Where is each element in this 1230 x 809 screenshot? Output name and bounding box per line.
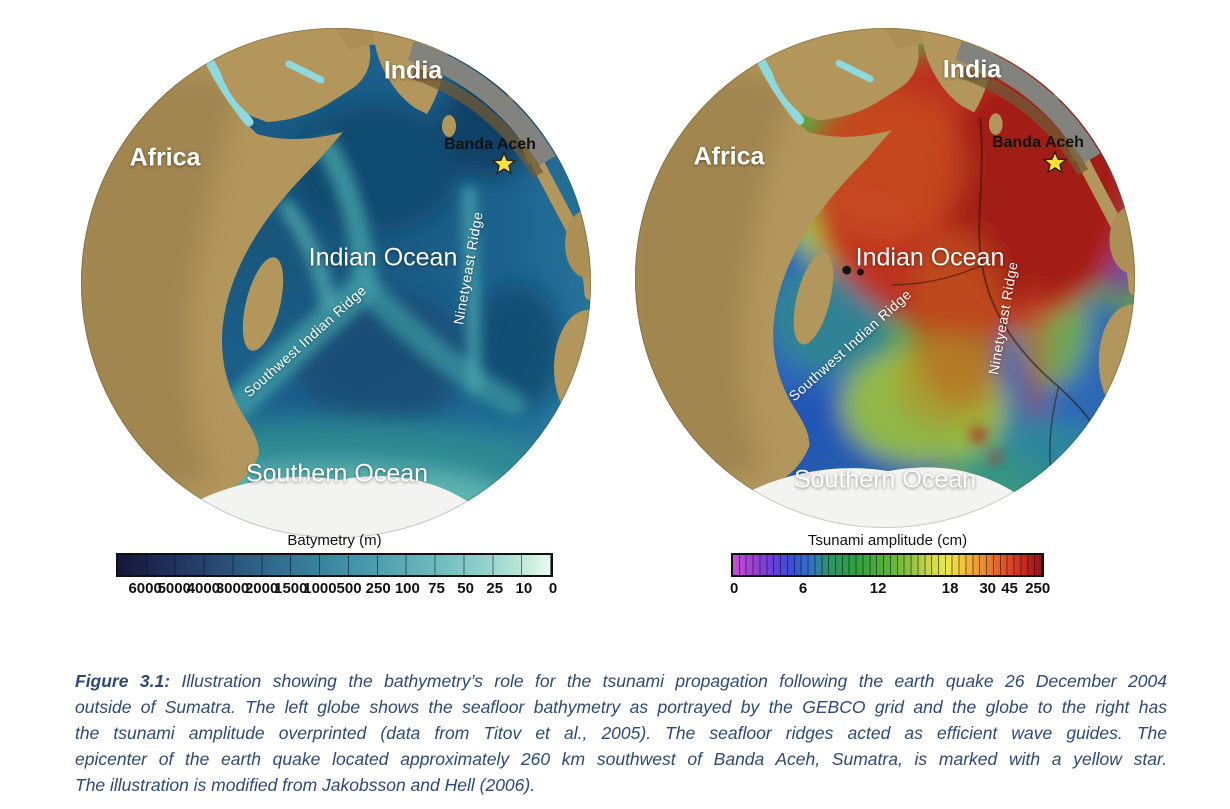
- colorbar-tick-label: 50: [457, 580, 474, 597]
- label-banda-aceh: Banda Aceh: [992, 134, 1084, 151]
- globe-tsunami: Africa India Banda Aceh Indian Ocean Nin…: [635, 28, 1135, 528]
- caption-line: the tsunami amplitude overprinted (data …: [75, 723, 1167, 743]
- colorbar-tsunami: Tsunami amplitude (cm) 0 6 12 18 30 45 250: [729, 532, 1050, 600]
- colorbar-bathymetry-scale: [116, 553, 553, 577]
- colorbar-tick-label: 500: [336, 580, 362, 597]
- caption-line: epicenter of the earth quake located app…: [75, 749, 1167, 769]
- colorbar-tick-label: 2000: [244, 580, 279, 597]
- colorbar-tick-label: 45: [1001, 580, 1018, 597]
- label-indian-ocean: Indian Ocean: [308, 243, 458, 272]
- caption-text: Illustration showing the bathymetry’s ro…: [170, 671, 1168, 691]
- colorbar-tick-label: 250: [1025, 580, 1051, 597]
- colorbar-tick-label: 10: [515, 580, 533, 597]
- colorbar-tick-label: 1500: [274, 580, 308, 597]
- label-india: India: [383, 56, 443, 85]
- caption-line: outside of Sumatra. The left globe shows…: [75, 697, 1167, 717]
- colorbar-tick-label: 4000: [186, 580, 221, 597]
- colorbar-tsunami-title: Tsunami amplitude (cm): [807, 532, 968, 549]
- colorbar-tick-label: 5000: [157, 580, 191, 597]
- colorbar-tick-label: 18: [941, 580, 959, 597]
- caption-line: The illustration is modified from Jakobs…: [75, 775, 536, 795]
- colorbar-tick-label: 25: [486, 580, 504, 597]
- colorbar-tick-label: 3000: [215, 580, 250, 597]
- label-africa: Africa: [129, 143, 201, 172]
- colorbar-tick-label: 250: [365, 580, 391, 597]
- colorbar-tick-label: 0: [548, 580, 558, 597]
- colorbar-tick-label: 12: [869, 580, 887, 597]
- colorbar-tick-label: 75: [428, 580, 445, 597]
- epicenter-star-icon: [1042, 150, 1068, 176]
- label-africa: Africa: [693, 142, 765, 171]
- colorbar-bathymetry: Batymetry (m) 6000 5000 4000 3000 2000 1500 10…: [116, 532, 557, 600]
- colorbar-bathymetry-title: Batymetry (m): [287, 532, 382, 549]
- tsunami-map-image: [635, 28, 1135, 528]
- label-southern-ocean: Southern Ocean: [245, 459, 429, 488]
- colorbar-tick-label: 1000: [303, 580, 337, 597]
- colorbar-gradient: [733, 555, 1042, 575]
- caption-line: Figure 3.1: Illustration showing the bat…: [75, 668, 1167, 694]
- label-southern-ocean: Southern Ocean: [793, 465, 977, 494]
- caption-label: Figure 3.1:: [75, 671, 171, 691]
- label-indian-ocean: Indian Ocean: [855, 243, 1005, 272]
- label-india: India: [942, 55, 1002, 84]
- colorbar-tick-label: 100: [394, 580, 420, 597]
- globe-bathymetry: Africa India Banda Aceh Indian Ocean Nin…: [81, 28, 591, 538]
- colorbar-tick-label: 0: [729, 580, 739, 597]
- colorbar-tick-label: 6000: [128, 580, 162, 597]
- colorbar-gradient: [118, 555, 551, 575]
- colorbar-tick-label: 6: [798, 580, 808, 597]
- bathymetry-map-image: [81, 28, 591, 538]
- colorbar-tsunami-ticks: 0 6 12 18 30 45 250: [729, 580, 1050, 600]
- label-banda-aceh: Banda Aceh: [444, 136, 536, 153]
- colorbar-bathymetry-ticks: 6000 5000 4000 3000 2000 1500 1000 500 250 100 75 5…: [116, 580, 557, 600]
- colorbar-tick-label: 30: [979, 580, 996, 597]
- epicenter-star-icon: [491, 151, 517, 177]
- figure-caption: Figure 3.1: Illustration showing the bat…: [75, 668, 1167, 798]
- colorbar-tsunami-scale: [731, 553, 1044, 577]
